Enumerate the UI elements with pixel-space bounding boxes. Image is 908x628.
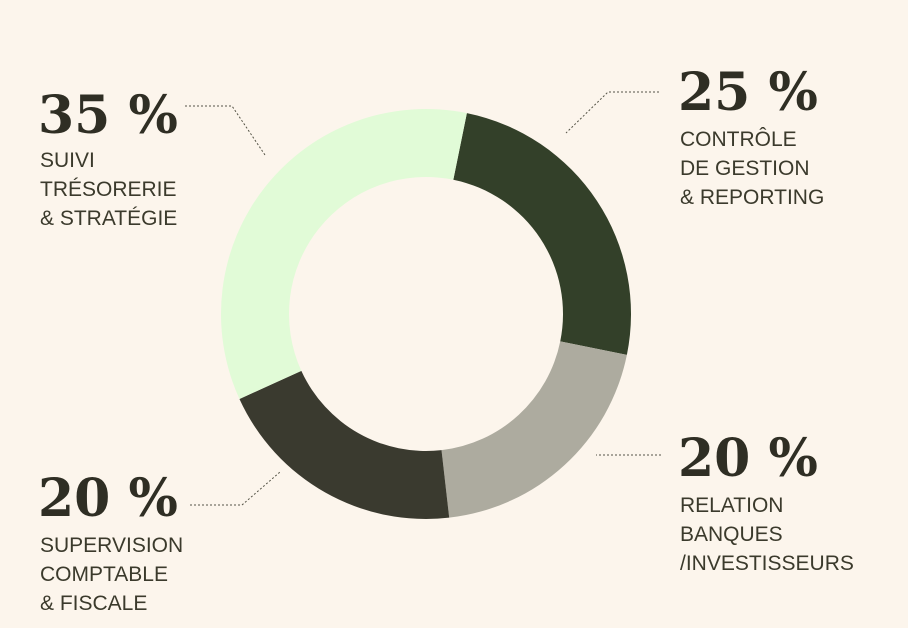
slice-category-label: & FISCALE: [40, 592, 147, 615]
leader-line: [190, 471, 281, 506]
slice-category-label: DE GESTION: [680, 157, 810, 180]
slice-category-label: SUIVI: [40, 149, 95, 172]
slice-category-label: TRÉSORERIE: [40, 178, 177, 201]
slice-category-label: RELATION: [680, 494, 783, 517]
leader-line: [565, 91, 659, 134]
slice-value-label: 35 %: [38, 85, 178, 146]
slice-category-label: COMPTABLE: [40, 563, 168, 586]
leader-line: [185, 105, 266, 156]
donut-slice: [239, 370, 450, 519]
slice-labels: 25 % CONTRÔLE DE GESTION & REPORTING 20 % REL…: [38, 62, 854, 615]
slice-category-label: & STRATÉGIE: [40, 207, 177, 230]
leader-lines: [185, 91, 661, 506]
donut-slice: [441, 341, 627, 518]
donut-slice: [221, 109, 467, 400]
slice-value-label: 25 %: [678, 62, 818, 123]
slice-category-label: & REPORTING: [680, 186, 824, 209]
donut-slice: [453, 113, 632, 355]
slice-category-label: BANQUES: [680, 523, 783, 546]
slice-category-label: SUPERVISION: [40, 534, 183, 557]
slice-value-label: 20 %: [38, 468, 178, 529]
slice-category-label: CONTRÔLE: [680, 128, 797, 151]
donut-slices: [221, 109, 632, 519]
slice-value-label: 20 %: [678, 428, 818, 489]
slice-category-label: /INVESTISSEURS: [680, 552, 854, 575]
